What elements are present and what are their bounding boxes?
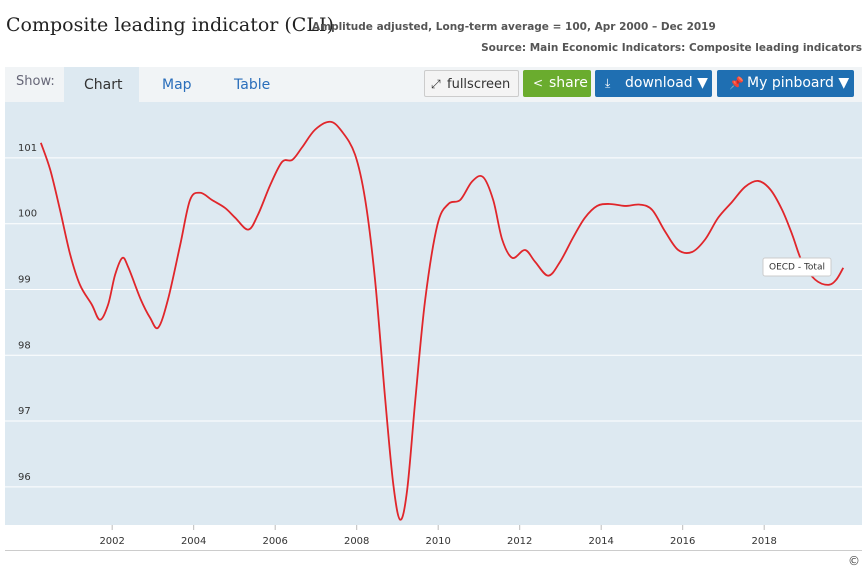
x-tick-label: 2006 [262,536,287,547]
x-tick-label: 2002 [99,536,124,547]
label: My pinboard ▼ [747,75,850,91]
x-tick-label: 2012 [507,536,532,547]
source: Source: Main Economic Indicators: Compos… [481,42,862,54]
y-tick-label: 97 [18,406,31,417]
y-tick-label: 96 [18,472,31,483]
divider [5,550,862,551]
series-label-box [762,257,832,277]
fullscreen-button[interactable]: ⤢ fullscreen [424,70,519,97]
series-line [40,120,845,521]
pinboard-button[interactable]: 📌 My pinboard ▼ [717,70,854,97]
show-label: Show: [16,74,55,89]
tab[interactable]: Map [162,77,192,93]
icon: 📌 [729,76,744,90]
tab[interactable]: Table [234,77,271,93]
label: share [549,75,588,91]
y-tick-label: 99 [18,274,31,285]
download-button[interactable]: ⤓ download ▼ [595,70,712,97]
copyright: © [848,554,860,568]
icon: ⤓ [605,76,611,90]
series-label: OECD - Total [769,263,825,273]
y-tick-label: 98 [18,340,31,351]
plot-area [5,102,862,525]
label: download ▼ [625,75,708,91]
tab[interactable]: Chart [84,77,123,93]
label: fullscreen [447,77,511,92]
icon: ⤢ [431,77,441,91]
x-tick-label: 2018 [751,536,776,547]
y-tick-label: 101 [18,143,37,154]
x-tick-label: 2014 [588,536,613,547]
active-tab [64,67,139,102]
subtitle: Amplitude adjusted, Long-term average = … [312,21,716,33]
x-tick-label: 2010 [425,536,450,547]
icon: < [533,76,544,90]
x-tick-label: 2004 [181,536,206,547]
x-tick-label: 2016 [670,536,695,547]
share-button[interactable]: < share [523,70,591,97]
y-tick-label: 100 [18,209,37,220]
chart: 96 97 98 99 100 101 2002 2004 2006 2008 2010 2012 20… [5,102,862,547]
title: Composite leading indicator (CLI) [6,14,334,36]
x-tick-label: 2008 [344,536,369,547]
